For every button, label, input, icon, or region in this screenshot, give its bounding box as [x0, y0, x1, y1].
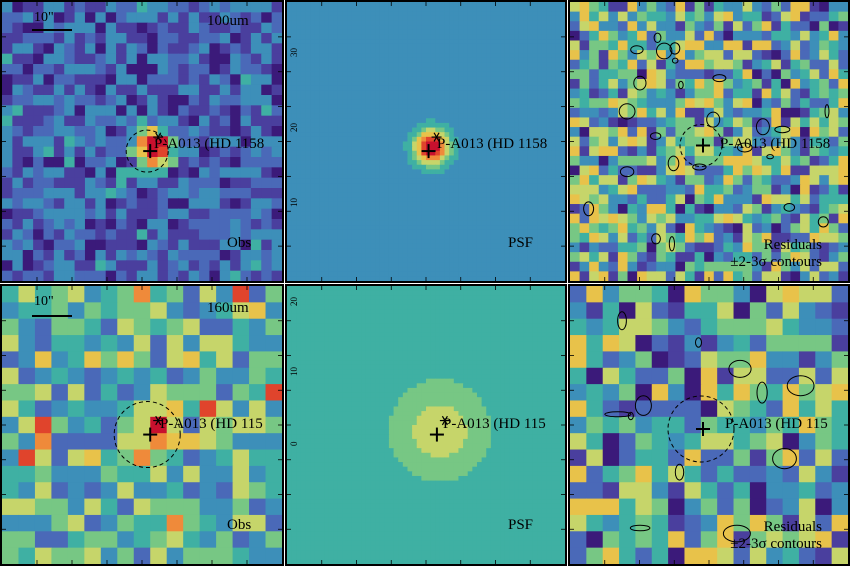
pixel-grid: [287, 286, 565, 564]
source-label: P-A013 (HD 1158: [154, 136, 265, 152]
axis-tick-label: 20: [289, 123, 299, 133]
scale-bar: [32, 315, 72, 317]
residual-contours: [583, 32, 830, 252]
residual-contours: [604, 311, 815, 543]
panel-100um-psf: 30 20 10 P-A013 (HD 1158 PSF: [285, 0, 567, 283]
aperture-circle: [113, 401, 181, 469]
band-label: 160um: [207, 300, 249, 316]
aperture-circle: [125, 129, 169, 173]
pixel-grid: [570, 286, 848, 564]
axis-tick-label: 30: [289, 48, 299, 58]
image-100um-residuals: [570, 2, 848, 281]
image-160um-residuals: [570, 286, 848, 564]
aperture-circle: [679, 124, 723, 167]
image-100um-psf: 30 20 10: [287, 2, 565, 281]
source-position-marker: [696, 422, 710, 436]
panel-160um-psf: 20 10 0 P-A013 (HD 115 PSF: [285, 284, 567, 566]
catalog-position-asterisk: [153, 132, 164, 142]
source-position-marker: [696, 138, 710, 153]
source-label: P-A013 (HD 115: [160, 416, 263, 432]
scale-bar: [32, 29, 72, 31]
axis-ticks: [570, 2, 848, 281]
axis-ticks: [287, 2, 565, 281]
source-label: P-A013 (HD 115: [443, 416, 546, 432]
axis-ticks: [2, 2, 282, 281]
axis-tick-label: 0: [289, 441, 299, 446]
source-position-marker: [421, 144, 436, 159]
panel-160um-residuals: P-A013 (HD 115 Residuals ±2-3σ contours: [568, 284, 850, 566]
panel-type-label: PSF: [508, 517, 534, 533]
residuals-label: Residuals ±2-3σ contours: [730, 237, 822, 270]
pixel-grid: [570, 2, 848, 281]
source-label: P-A013 (HD 115: [725, 416, 828, 432]
contours-note: ±2-3σ contours: [730, 535, 822, 552]
image-160um-obs: [2, 286, 282, 564]
residuals-title: Residuals: [763, 237, 822, 253]
source-position-marker: [143, 427, 158, 442]
source-position-marker: [429, 427, 444, 442]
contours-note: ±2-3σ contours: [730, 253, 822, 270]
panel-100um-residuals: P-A013 (HD 1158 Residuals ±2-3σ contours: [568, 0, 850, 283]
axis-tick-label: 10: [289, 198, 299, 208]
aperture-circle: [667, 395, 735, 463]
catalog-position-asterisk: [439, 415, 450, 426]
panel-type-label: Obs: [227, 517, 252, 533]
panel-160um-obs: 10" 160um P-A013 (HD 115 Obs: [0, 284, 284, 566]
axis-ticks: [2, 286, 282, 564]
panel-type-label: Obs: [227, 235, 252, 251]
pixel-grid: [287, 2, 565, 281]
residuals-title: Residuals: [763, 519, 822, 535]
source-label: P-A013 (HD 1158: [720, 136, 831, 152]
image-160um-psf: 20 10 0: [287, 286, 565, 564]
residuals-label: Residuals ±2-3σ contours: [730, 519, 822, 552]
source-position-marker: [143, 144, 158, 159]
source-label: P-A013 (HD 1158: [437, 136, 548, 152]
band-label: 100um: [207, 13, 249, 29]
axis-ticks: [570, 286, 848, 564]
axis-ticks: [287, 286, 565, 564]
scale-label: 10": [34, 294, 54, 309]
pixel-grid: [2, 286, 282, 564]
panel-type-label: PSF: [508, 235, 534, 251]
pixel-grid: [2, 2, 282, 281]
panel-100um-obs: 10" 100um P-A013 (HD 1158 Obs: [0, 0, 284, 283]
axis-tick-label: 20: [289, 297, 299, 307]
scale-label: 10": [34, 10, 54, 25]
catalog-position-asterisk: [153, 415, 164, 426]
image-100um-obs: [2, 2, 282, 281]
catalog-position-asterisk: [431, 132, 442, 142]
axis-tick-label: 10: [289, 367, 299, 377]
